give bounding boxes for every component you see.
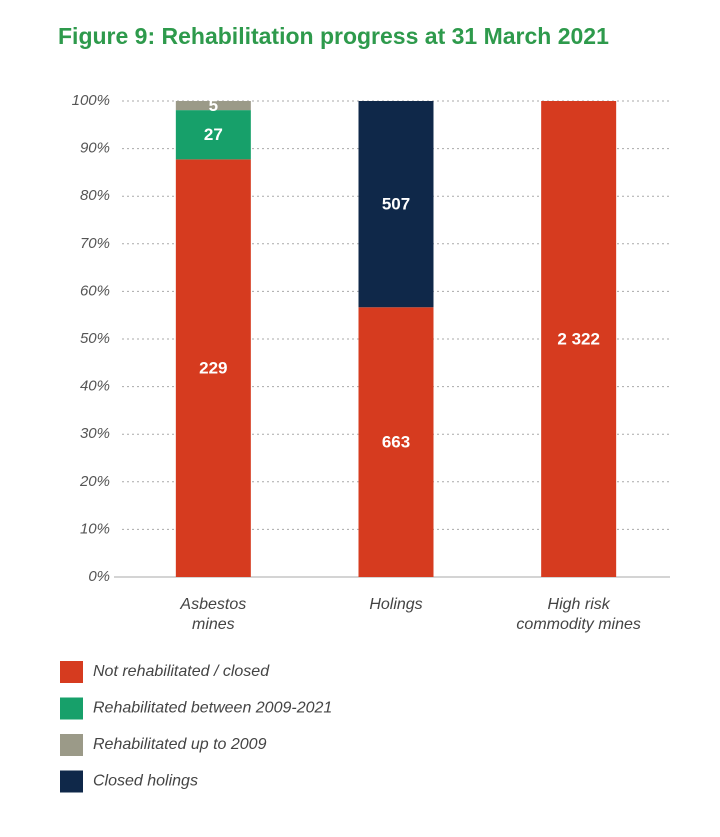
y-tick-label: 90% <box>80 140 110 157</box>
y-tick-label: 60% <box>80 282 110 299</box>
y-tick-label: 10% <box>80 520 110 537</box>
bar-segment <box>358 101 434 308</box>
bar-segment <box>175 110 251 160</box>
y-tick-label: 50% <box>80 330 110 347</box>
y-tick-label: 100% <box>72 92 110 109</box>
legend-label: Not rehabilitated / closed <box>93 663 270 680</box>
legend-swatch <box>60 770 83 793</box>
value-label: 229 <box>199 359 227 378</box>
x-tick-label: Holings <box>369 596 422 613</box>
value-label: 5 <box>209 96 218 115</box>
x-tick-label: High risk commodity mines <box>516 596 640 633</box>
bar-segment <box>358 307 434 577</box>
bar-segment <box>175 101 251 111</box>
value-label: 507 <box>382 195 410 214</box>
x-tick-label: Asbestos mines <box>179 596 246 633</box>
legend-label: Rehabilitated up to 2009 <box>93 736 267 753</box>
y-tick-label: 70% <box>80 235 110 252</box>
chart-title: Figure 9: Rehabilitation progress at 31 … <box>58 23 609 49</box>
y-tick-label: 20% <box>79 473 110 490</box>
y-tick-label: 80% <box>80 187 110 204</box>
value-label: 27 <box>204 125 223 144</box>
legend-swatch <box>60 734 83 756</box>
y-tick-label: 30% <box>80 425 110 442</box>
y-tick-label: 40% <box>80 378 110 395</box>
legend-label: Closed holings <box>93 773 198 790</box>
bar-segment <box>541 101 617 577</box>
legend-swatch <box>60 661 83 683</box>
bar-segment <box>175 159 251 577</box>
value-label: 2 322 <box>557 329 600 348</box>
legend-label: Rehabilitated between 2009-2021 <box>93 700 332 717</box>
y-tick-label: 0% <box>88 568 110 585</box>
value-label: 663 <box>382 433 410 452</box>
legend-swatch <box>60 697 83 720</box>
